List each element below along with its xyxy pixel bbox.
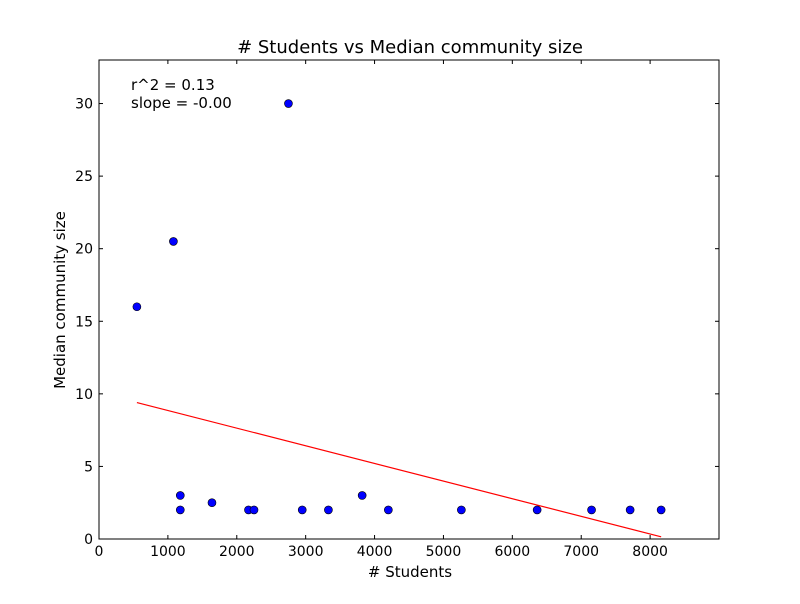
annotation-r-squared: r^2 = 0.13 [131, 76, 215, 94]
axis-ticks: 0 1000 2000 3000 4000 5000 6000 7000 8000 0 5 10 15 2… [75, 60, 719, 560]
data-point [175, 505, 185, 515]
data-point [297, 505, 307, 515]
data-point [175, 491, 185, 500]
x-tick-label: 3000 [288, 544, 324, 560]
data-point [324, 505, 333, 515]
y-tick-label: 30 [75, 97, 93, 113]
data-point [207, 498, 217, 508]
data-point [169, 237, 178, 246]
data-point [532, 505, 542, 515]
x-tick-label: 8000 [632, 544, 668, 560]
data-point [625, 505, 635, 515]
data-point [357, 491, 367, 500]
y-tick-label: 15 [75, 314, 93, 330]
regression-line [136, 401, 662, 538]
chart-title: # Students vs Median community size [237, 37, 583, 58]
x-tick-label: 4000 [357, 544, 393, 560]
x-tick-label: 1000 [150, 544, 186, 560]
plot-frame [98, 59, 720, 540]
data-point [587, 505, 596, 515]
y-tick-label: 5 [84, 459, 93, 475]
x-tick-label: 5000 [426, 544, 462, 560]
x-tick-label: 0 [95, 544, 104, 560]
y-tick-label: 25 [75, 169, 93, 185]
x-tick-label: 7000 [563, 544, 599, 560]
data-points [132, 99, 666, 515]
y-tick-label: 20 [75, 242, 93, 258]
y-axis-label: Median community size [51, 211, 69, 389]
x-tick-label: 6000 [495, 544, 531, 560]
data-point [384, 505, 393, 515]
data-point [457, 505, 466, 515]
x-axis-label: # Students [368, 563, 452, 581]
data-point [284, 99, 293, 108]
annotation-slope: slope = -0.00 [131, 94, 232, 112]
data-point [656, 505, 666, 515]
x-tick-label: 2000 [219, 544, 255, 560]
data-point [132, 302, 142, 312]
y-tick-label: 10 [75, 387, 93, 403]
y-tick-label: 0 [84, 532, 93, 548]
data-point [249, 505, 259, 515]
fit-line-layer [136, 401, 662, 538]
